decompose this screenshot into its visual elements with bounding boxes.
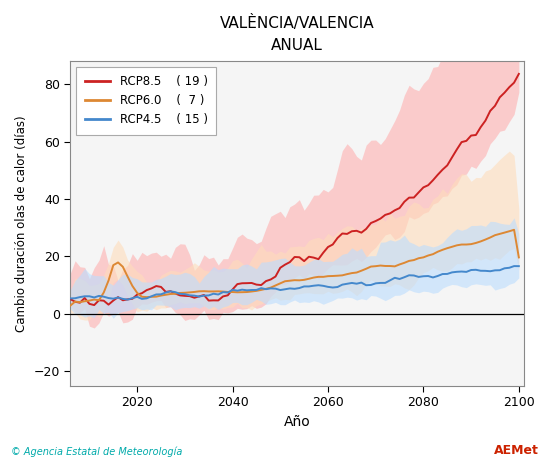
Y-axis label: Cambio duración olas de calor (días): Cambio duración olas de calor (días) <box>15 115 28 332</box>
X-axis label: Año: Año <box>284 414 310 429</box>
Text: AEMet: AEMet <box>494 444 539 457</box>
Text: © Agencia Estatal de Meteorología: © Agencia Estatal de Meteorología <box>11 447 183 457</box>
Legend: RCP8.5    ( 19 ), RCP6.0    (  7 ), RCP4.5    ( 15 ): RCP8.5 ( 19 ), RCP6.0 ( 7 ), RCP4.5 ( 15… <box>76 67 216 134</box>
Title: VALÈNCIA/VALENCIA
ANUAL: VALÈNCIA/VALENCIA ANUAL <box>219 15 375 53</box>
